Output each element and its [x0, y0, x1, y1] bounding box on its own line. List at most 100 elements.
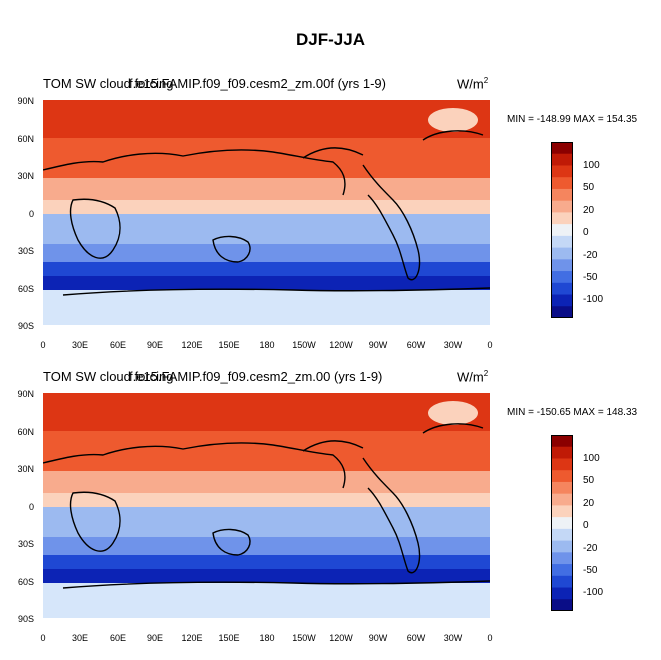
colorbar-swatch [551, 528, 573, 542]
colorbar-swatch [551, 552, 573, 565]
colorbar-label: 50 [583, 182, 595, 193]
lon-label: 0 [487, 340, 493, 350]
antarctica-band [43, 583, 490, 618]
lon-label: 150W [292, 633, 316, 643]
colorbar-swatch [551, 200, 573, 213]
colorbar-label: -100 [583, 294, 604, 305]
panel-2-map [43, 393, 490, 618]
antarctica-band [43, 290, 490, 325]
lon-label: 60E [109, 340, 127, 350]
lat-label: 0 [28, 209, 34, 219]
colorbar-swatch [551, 540, 573, 553]
lat-label: 90S [17, 614, 34, 624]
lon-label: 60W [406, 340, 426, 350]
colorbar-swatch [551, 153, 573, 166]
lon-label: 150E [218, 340, 240, 350]
lat-label: 30N [17, 464, 34, 474]
colorbar-label: 100 [583, 453, 600, 464]
arctic-band [43, 100, 490, 138]
lon-label: 30E [71, 633, 89, 643]
panel-1-colorbar [551, 142, 573, 319]
lon-label: 90W [368, 633, 388, 643]
colorbar-swatch [551, 224, 573, 237]
colorbar-swatch [551, 458, 573, 471]
colorbar-swatch [551, 259, 573, 272]
colorbar-swatch [551, 446, 573, 459]
colorbar-swatch [551, 587, 573, 600]
equator-band [43, 493, 490, 507]
lat-label: 60S [17, 577, 34, 587]
colorbar-label: 100 [583, 160, 600, 171]
southern-ocean-band [43, 262, 490, 276]
panel-2-min-max: MIN = -150.65 MAX = 148.33 [507, 407, 638, 418]
lat-label: 90S [17, 321, 34, 331]
colorbar-border [551, 142, 573, 318]
lat-label: 0 [28, 502, 34, 512]
lon-label: 30W [443, 633, 463, 643]
colorbar-swatch [551, 142, 573, 155]
colorbar-swatch [551, 165, 573, 178]
lon-label: 90W [368, 340, 388, 350]
colorbar-swatch [551, 177, 573, 190]
greenland-patch [428, 401, 478, 425]
colorbar-swatch [551, 575, 573, 589]
colorbar-label: 50 [583, 475, 595, 486]
coastlines [43, 423, 490, 589]
colorbar-swatch [551, 435, 573, 448]
southern-ocean-core [43, 276, 490, 290]
lon-label: 90E [146, 633, 164, 643]
colorbar-swatch [551, 282, 573, 296]
lon-label: 60W [406, 633, 426, 643]
colorbar-label: -20 [583, 543, 598, 554]
greenland-patch [428, 108, 478, 132]
arctic-band [43, 393, 490, 431]
lon-label: 90E [146, 340, 164, 350]
south-tropics-band [43, 507, 490, 537]
colorbar-swatch [551, 493, 573, 506]
lat-label: 60N [17, 134, 34, 144]
lat-label: 60S [17, 284, 34, 294]
panel-2-variable-title: TOM SW cloud forcing [43, 369, 174, 384]
colorbar-swatch [551, 505, 573, 518]
colorbar-swatches-1 [551, 142, 573, 319]
lon-label: 180 [259, 633, 275, 643]
lon-label: 60E [109, 633, 127, 643]
lat-label: 90N [17, 96, 34, 106]
lat-label: 90N [17, 389, 34, 399]
colorbar-label: -50 [583, 565, 598, 576]
lat-label: 30S [17, 246, 34, 256]
colorbar-border [551, 435, 573, 611]
colorbar-swatch [551, 564, 573, 577]
colorbar-swatch [551, 599, 573, 612]
colorbar-label: -100 [583, 587, 604, 598]
colorbar-swatch [551, 306, 573, 319]
lat-label: 30N [17, 171, 34, 181]
colorbar-swatch [551, 271, 573, 284]
colorbar-swatch [551, 188, 573, 202]
panel-1-map [43, 100, 490, 325]
panel-1-variable-title: TOM SW cloud forcing [43, 76, 174, 91]
panel-1-case-title: f.e15.FAMIP.f09_f09.cesm2_zm.00f (yrs 1-… [129, 76, 386, 91]
colorbar-label: 20 [583, 498, 595, 509]
colorbar-swatch [551, 212, 573, 225]
equator-band [43, 200, 490, 214]
panel-2-colorbar [551, 435, 573, 612]
subtropics-band [43, 471, 490, 493]
colorbar-label: -20 [583, 250, 598, 261]
panel-2-case-title: f.e15.FAMIP.f09_f09.cesm2_zm.00 (yrs 1-9… [129, 369, 383, 384]
colorbar-swatches-2 [551, 435, 573, 612]
colorbar-label: 0 [583, 227, 589, 238]
colorbar-swatch [551, 481, 573, 495]
southern-ocean-band [43, 555, 490, 569]
lon-label: 30W [443, 340, 463, 350]
north-midlatitude-band [43, 431, 490, 471]
lon-label: 120E [181, 633, 203, 643]
colorbar-swatch [551, 517, 573, 530]
lon-label: 120E [181, 340, 203, 350]
lon-label: 150E [218, 633, 240, 643]
map-panel-2: TOM SW cloud forcing f.e15.FAMIP.f09_f09… [0, 369, 661, 659]
north-midlatitude-band [43, 138, 490, 178]
lon-label: 0 [40, 340, 46, 350]
panel-2-units: W/m2 [457, 369, 489, 385]
colorbar-swatch [551, 470, 573, 483]
